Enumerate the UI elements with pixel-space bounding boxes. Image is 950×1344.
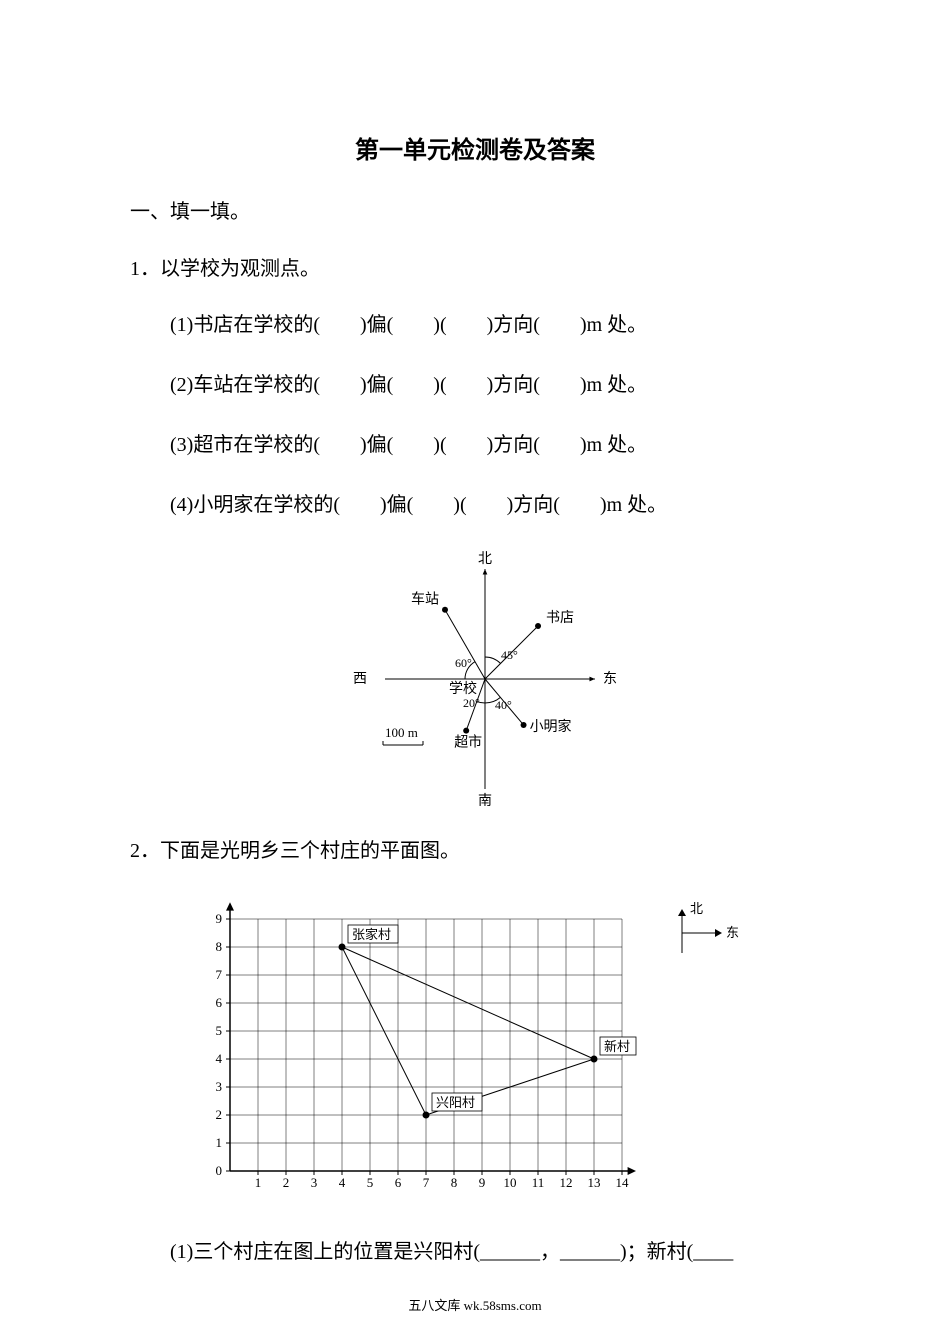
- svg-text:5: 5: [367, 1175, 374, 1190]
- svg-text:兴阳村: 兴阳村: [436, 1095, 475, 1110]
- svg-text:7: 7: [216, 967, 223, 982]
- svg-text:学校: 学校: [449, 680, 477, 697]
- svg-text:12: 12: [560, 1175, 573, 1190]
- q1-sub3: (3)超市在学校的( )偏( )( )方向( )m 处。: [170, 429, 820, 461]
- svg-text:超市: 超市: [454, 734, 482, 751]
- page-title: 第一单元检测卷及答案: [130, 130, 820, 165]
- svg-text:8: 8: [216, 939, 223, 954]
- svg-text:2: 2: [283, 1175, 290, 1190]
- svg-text:8: 8: [451, 1175, 458, 1190]
- svg-text:6: 6: [395, 1175, 402, 1190]
- q2-stem: 2．下面是光明乡三个村庄的平面图。: [130, 834, 820, 863]
- svg-text:2: 2: [216, 1107, 223, 1122]
- compass-diagram: 北南 东 西 书店 45° 车站 60° 超市 20° 小明家 40° 学校 100 m: [130, 549, 820, 814]
- svg-text:4: 4: [339, 1175, 346, 1190]
- svg-text:北: 北: [690, 901, 703, 916]
- svg-text:0: 0: [216, 1163, 223, 1178]
- svg-text:北: 北: [478, 551, 492, 567]
- svg-text:小明家: 小明家: [530, 718, 572, 735]
- svg-text:新村: 新村: [604, 1039, 630, 1054]
- svg-text:4: 4: [216, 1051, 223, 1066]
- page-footer: 五八文库 wk.58sms.com: [0, 1295, 950, 1314]
- svg-text:6: 6: [216, 995, 223, 1010]
- q1-sub1: (1)书店在学校的( )偏( )( )方向( )m 处。: [170, 309, 820, 341]
- svg-text:13: 13: [588, 1175, 601, 1190]
- svg-text:1: 1: [255, 1175, 262, 1190]
- svg-text:5: 5: [216, 1023, 223, 1038]
- svg-text:3: 3: [216, 1079, 223, 1094]
- svg-text:14: 14: [616, 1175, 630, 1190]
- svg-text:20°: 20°: [463, 696, 480, 710]
- svg-text:3: 3: [311, 1175, 318, 1190]
- svg-text:张家村: 张家村: [352, 927, 391, 942]
- svg-text:7: 7: [423, 1175, 430, 1190]
- svg-text:100 m: 100 m: [385, 725, 418, 740]
- svg-text:60°: 60°: [455, 656, 472, 670]
- svg-text:9: 9: [216, 911, 223, 926]
- q2-sub1: (1)三个村庄在图上的位置是兴阳村(______，______)；新村(____: [170, 1236, 820, 1268]
- svg-text:书店: 书店: [546, 610, 574, 626]
- svg-text:车站: 车站: [411, 591, 439, 608]
- svg-text:11: 11: [532, 1175, 545, 1190]
- svg-text:东: 东: [603, 671, 617, 687]
- svg-text:南: 南: [478, 793, 492, 809]
- svg-text:西: 西: [353, 672, 367, 687]
- q1-sub2: (2)车站在学校的( )偏( )( )方向( )m 处。: [170, 369, 820, 401]
- svg-text:45°: 45°: [501, 648, 518, 662]
- svg-text:9: 9: [479, 1175, 486, 1190]
- svg-text:东: 东: [726, 925, 739, 940]
- svg-text:10: 10: [504, 1175, 517, 1190]
- section-1-heading: 一、填一填。: [130, 195, 820, 224]
- q1-stem: 1．以学校为观测点。: [130, 252, 820, 281]
- grid-chart: 12345678910111213140123456789张家村兴阳村新村北东: [190, 891, 820, 1216]
- q1-sub4: (4)小明家在学校的( )偏( )( )方向( )m 处。: [170, 489, 820, 521]
- svg-text:1: 1: [216, 1135, 223, 1150]
- svg-text:40°: 40°: [495, 698, 512, 712]
